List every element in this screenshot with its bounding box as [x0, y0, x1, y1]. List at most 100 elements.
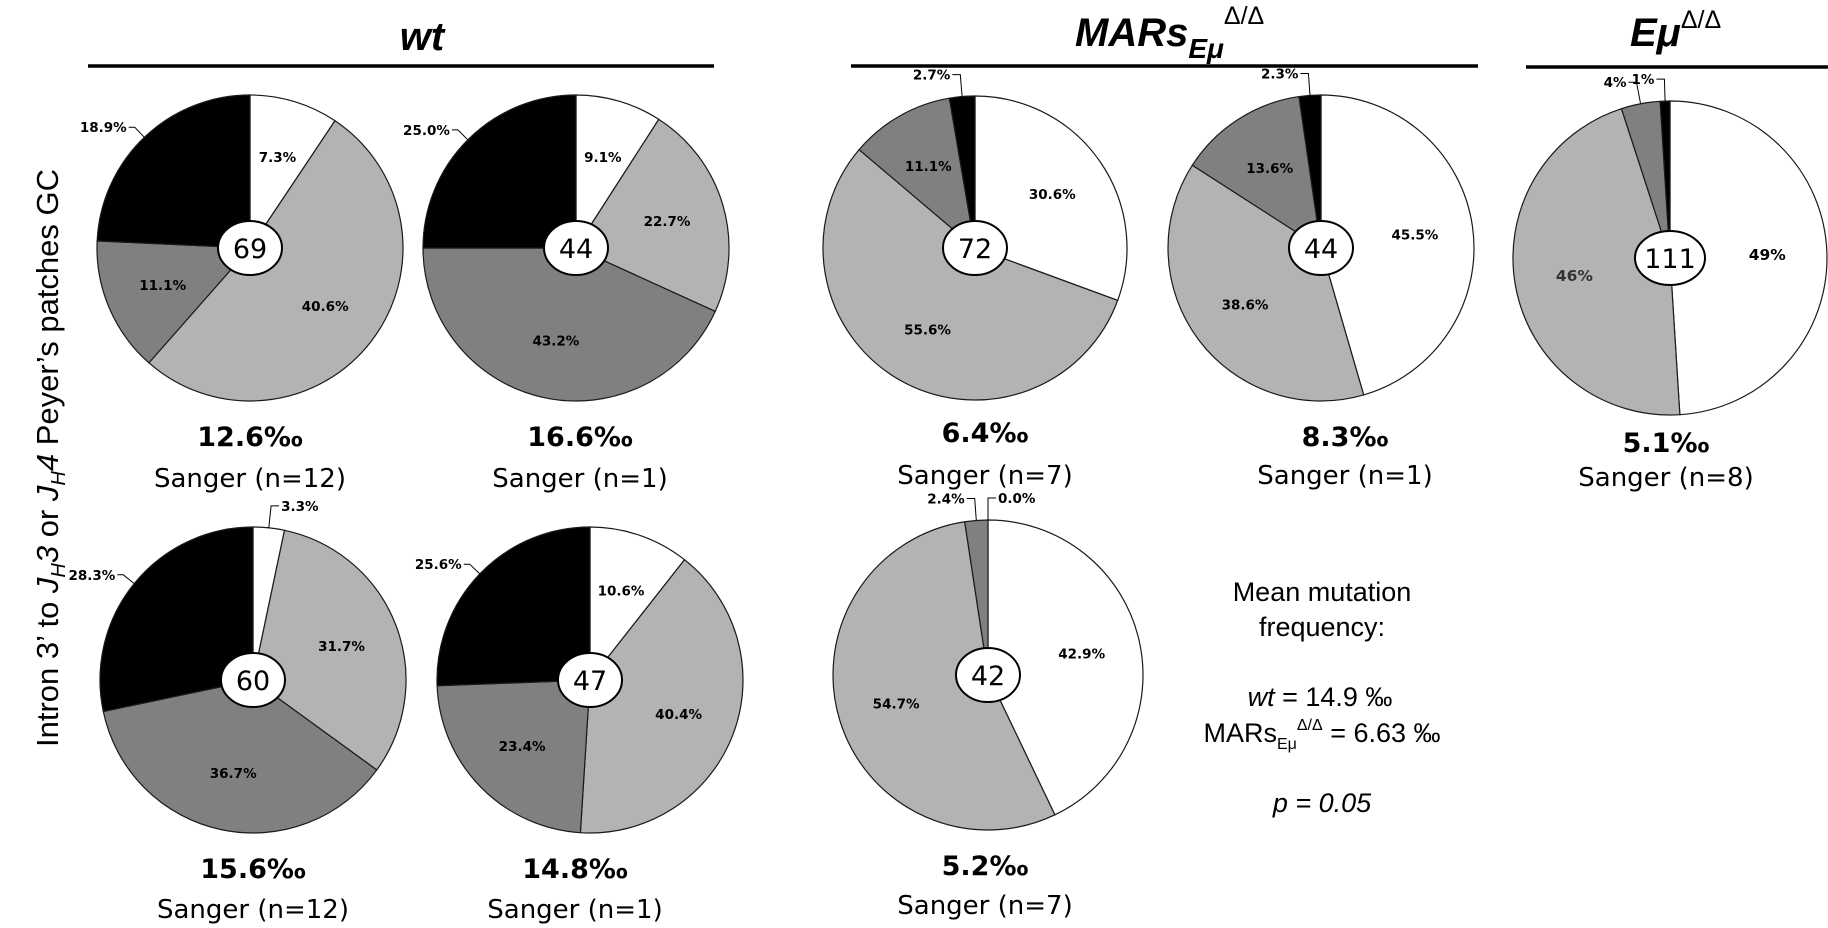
center-badge	[543, 220, 609, 276]
group-title-emu-main: Eμ	[1630, 11, 1681, 55]
pie-chart: 30.6% 55.6% 11.1% 2.7% 72 6.4‰ Sanger (n=7)	[822, 68, 1128, 491]
slice-label: 11.1%	[905, 159, 952, 175]
note-wt-value: wt = 14.9 ‰	[1248, 682, 1393, 712]
mean-frequency-note: Mean mutation frequency: wt = 14.9 ‰ MAR…	[1203, 577, 1440, 818]
slice-leader-line	[117, 574, 135, 584]
mutation-frequency: 16.6‰	[527, 422, 633, 453]
center-badge-label: 44	[559, 234, 593, 265]
group-title-emu: EμΔ/Δ	[1630, 6, 1721, 55]
pie-slice	[948, 95, 976, 249]
mutation-frequency: 8.3‰	[1302, 422, 1389, 453]
slice-leader-line	[1628, 81, 1642, 104]
slice-label: 23.4%	[499, 739, 546, 755]
pie-slice	[974, 95, 1128, 302]
slice-label: 31.7%	[318, 639, 365, 655]
sequencing-method: Sanger (n=8)	[1578, 463, 1753, 493]
center-badge-label: 72	[958, 234, 992, 265]
pie-slice	[249, 94, 336, 250]
slice-label: 3.3%	[281, 499, 319, 515]
slice-label: 25.6%	[415, 557, 462, 573]
slice-leader-line	[451, 129, 469, 141]
pie-chart: 49% 46% 4% 1% 111 5.1‰ Sanger (n=8)	[1512, 72, 1828, 493]
center-badge-label: 42	[971, 661, 1005, 692]
slice-label: 46%	[1556, 267, 1594, 285]
mutation-frequency: 14.8‰	[522, 854, 628, 885]
slice-label: 2.3%	[1261, 67, 1299, 83]
slice-label: 25.0%	[403, 123, 450, 139]
slice-label: 2.7%	[913, 68, 951, 84]
mutation-frequency: 5.1‰	[1623, 428, 1710, 459]
slice-label: 1%	[1631, 72, 1654, 88]
sequencing-method: Sanger (n=1)	[492, 464, 667, 494]
pie-slice	[422, 247, 717, 402]
slice-label: 55.6%	[904, 322, 951, 338]
sequencing-method: Sanger (n=12)	[157, 895, 349, 925]
pie-slice	[987, 519, 1144, 816]
pie-slice	[832, 521, 1056, 831]
sequencing-method: Sanger (n=7)	[897, 461, 1072, 491]
slice-leader-line	[1656, 78, 1666, 102]
pie-slice	[102, 679, 378, 834]
slice-label: 10.6%	[598, 583, 645, 599]
pie-chart: 3.3% 31.7% 36.7% 28.3% 60 15.6‰ Sanger (n=12)	[68, 499, 407, 925]
slice-label: 40.6%	[302, 299, 349, 315]
slice-leader-line	[268, 505, 280, 528]
slice-leader-line	[128, 126, 145, 138]
slice-label: 38.6%	[1222, 298, 1269, 314]
group-title-mars-main: MARs	[1075, 11, 1188, 55]
slice-leader-line	[987, 497, 996, 520]
group-title-mars-sub: Eμ	[1188, 33, 1224, 64]
pie-chart: 7.3% 40.6% 11.1% 18.9% 69 12.6‰ Sanger (n=12)	[80, 94, 404, 494]
slice-label: 4%	[1604, 75, 1627, 91]
pie-chart: 10.6% 40.4% 23.4% 25.6% 47 14.8‰ Sanger (n=1)	[415, 526, 744, 925]
sequencing-method: Sanger (n=1)	[1257, 461, 1432, 491]
slice-label: 11.1%	[139, 278, 186, 294]
note-mars-value: MARsEμΔ/Δ = 6.63 ‰	[1203, 717, 1440, 753]
slice-label: 30.6%	[1029, 187, 1076, 203]
center-badge	[1634, 230, 1706, 286]
group-title-wt: wt	[400, 15, 446, 59]
pie-slice	[858, 97, 976, 250]
note-p-value: p = 0.05	[1272, 788, 1372, 818]
slice-leader-line	[463, 563, 481, 575]
slice-label: 54.7%	[873, 696, 920, 712]
pie-slice	[1512, 107, 1681, 416]
sequencing-method: Sanger (n=1)	[487, 895, 662, 925]
pie-slice	[96, 94, 251, 249]
pie-chart: 9.1% 22.7% 43.2% 25.0% 44 16.6‰ Sanger (n=1)	[403, 94, 730, 494]
pie-slice	[422, 94, 577, 249]
slice-label: 45.5%	[1391, 228, 1438, 244]
center-badge-label: 60	[236, 666, 270, 697]
group-title-mars: MARsEμΔ/Δ	[1075, 2, 1264, 64]
pie-slice	[1320, 94, 1475, 396]
mutation-frequency: 6.4‰	[942, 418, 1029, 449]
slice-label: 0.0%	[998, 491, 1036, 507]
slice-label: 7.3%	[259, 150, 297, 166]
center-badge	[220, 652, 286, 708]
slice-label: 2.4%	[927, 492, 965, 508]
slice-label: 9.1%	[584, 150, 622, 166]
center-badge	[942, 220, 1008, 276]
pie-slice	[575, 118, 730, 313]
slice-leader-line	[966, 498, 977, 521]
note-line2: frequency:	[1259, 612, 1385, 642]
center-badge	[217, 220, 283, 276]
pie-slice	[579, 558, 744, 834]
slice-label: 40.4%	[655, 707, 702, 723]
sequencing-method: Sanger (n=7)	[897, 891, 1072, 921]
note-line1: Mean mutation	[1233, 577, 1412, 607]
pie-chart: 42.9% 54.7% 2.4% 0.0% 42 5.2‰ Sanger (n=7)	[832, 491, 1144, 921]
y-axis-label: Intron 3’ to JH3 or JH4 Peyer’s patches …	[30, 169, 70, 747]
slice-leader-line	[952, 74, 963, 97]
mutation-frequency: 12.6‰	[197, 422, 303, 453]
slice-leader-line	[1300, 73, 1311, 96]
slice-label: 36.7%	[210, 766, 257, 782]
slice-label: 13.6%	[1246, 161, 1293, 177]
pie-chart: 45.5% 38.6% 13.6% 2.3% 44 8.3‰ Sanger (n=1)	[1167, 67, 1475, 491]
group-title-mars-sup: Δ/Δ	[1224, 2, 1264, 30]
slice-label: 49%	[1749, 246, 1787, 264]
pie-charts: 7.3% 40.6% 11.1% 18.9% 69 12.6‰ Sanger (n=12) 9…	[68, 67, 1828, 925]
mutation-frequency: 5.2‰	[942, 851, 1029, 882]
group-title-emu-sup: Δ/Δ	[1681, 6, 1721, 34]
